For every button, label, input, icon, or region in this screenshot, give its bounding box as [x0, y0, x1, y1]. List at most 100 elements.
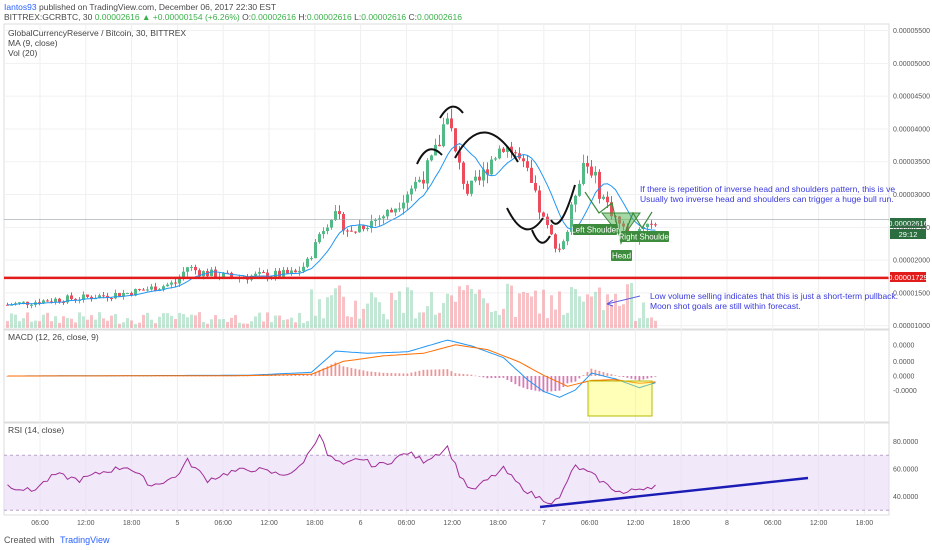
volume-bar — [538, 313, 541, 328]
volume-bar — [46, 312, 49, 328]
candle-body — [410, 188, 413, 195]
candle-body — [142, 289, 145, 291]
volume-bar — [626, 284, 629, 328]
candle-body — [526, 161, 529, 168]
macd-hist-bar — [454, 373, 457, 376]
macd-hist-bar — [330, 364, 333, 376]
volume-bar — [478, 289, 481, 328]
volume-bar — [198, 312, 201, 328]
created-with: Created with — [4, 535, 55, 545]
candle-body — [398, 208, 401, 210]
volume-bar — [54, 316, 57, 328]
chart-canvas[interactable]: Left Shoulder Right Shoulder Head If the… — [0, 22, 932, 530]
volume-bar — [450, 295, 453, 328]
candle-body — [510, 146, 513, 153]
right-shoulder-label: Right Shoulder — [619, 233, 672, 242]
volume-bar — [154, 323, 157, 328]
macd-hist-bar — [286, 374, 289, 376]
bottom-right-shoulder-arc — [550, 184, 576, 225]
rsi-tick-label: 80.0000 — [893, 439, 918, 446]
volume-bar — [322, 318, 325, 328]
macd-hist-bar — [458, 373, 461, 376]
macd-hist-bar — [634, 376, 637, 380]
top-head-arc — [439, 105, 464, 119]
time-tick-label: 18:00 — [489, 520, 507, 527]
macd-hist-bar — [538, 376, 541, 392]
volume-bar — [34, 320, 37, 328]
candle-body — [146, 289, 149, 291]
time-tick-label: 06:00 — [31, 520, 49, 527]
macd-hist-bar — [562, 376, 565, 387]
volume-bar — [262, 321, 265, 328]
candle-body — [334, 211, 337, 220]
candle-body — [86, 294, 89, 297]
volume-bar — [110, 315, 113, 328]
candle-body — [450, 118, 453, 129]
candle-body — [566, 231, 569, 242]
candle-body — [118, 292, 121, 297]
macd-hist-bar — [326, 366, 329, 376]
volume-bar — [246, 323, 249, 328]
volume-bar — [230, 317, 233, 328]
volume-note-line2: Moon shot goals are still within forecas… — [650, 301, 801, 311]
candle-body — [186, 267, 189, 272]
macd-hist-bar — [494, 376, 497, 379]
macd-hist-bar — [638, 376, 641, 381]
macd-tick-label: 0.0000 — [893, 342, 915, 349]
candle-body — [90, 296, 93, 300]
price-tick-label: 0.00003500 — [893, 159, 930, 166]
author-link[interactable]: Iantos93 — [4, 2, 37, 12]
macd-hist-bar — [582, 375, 585, 376]
volume-bar — [66, 318, 69, 328]
volume-bar — [122, 322, 125, 328]
volume-bar — [218, 319, 221, 328]
candle-body — [466, 183, 469, 194]
candle-body — [302, 266, 305, 271]
volume-bar — [94, 319, 97, 328]
volume-bar — [446, 293, 449, 328]
volume-bar — [550, 295, 553, 328]
tradingview-logo[interactable]: TradingView — [60, 535, 110, 545]
candle-body — [210, 269, 213, 277]
candle-body — [490, 159, 493, 175]
volume-bar — [274, 315, 277, 328]
candle-body — [150, 286, 153, 290]
candle-body — [182, 271, 185, 278]
volume-bar — [642, 302, 645, 328]
macd-tick-label: 0.0000 — [893, 359, 915, 366]
volume-bar — [186, 317, 189, 328]
macd-hist-bar — [622, 376, 625, 377]
macd-hist-bar — [618, 376, 621, 377]
volume-bar — [286, 319, 289, 328]
time-tick-label: 6 — [359, 520, 363, 527]
candle-body — [266, 272, 269, 279]
candle-body — [122, 293, 125, 297]
volume-bar — [318, 299, 321, 328]
countdown-text: 29:12 — [899, 230, 918, 239]
candle-body — [606, 196, 609, 203]
candle-body — [478, 176, 481, 181]
candle-body — [354, 231, 357, 233]
candle-body — [390, 209, 393, 213]
macd-hist-bar — [430, 369, 433, 376]
volume-bar — [554, 309, 557, 328]
macd-highlight-box — [587, 380, 653, 417]
price-tick-label: 0.00001000 — [893, 323, 930, 330]
macd-hist-bar — [310, 374, 313, 376]
candle-body — [330, 219, 333, 228]
volume-bar — [302, 322, 305, 328]
candle-body — [18, 302, 21, 304]
volume-bar — [382, 313, 385, 328]
volume-bar — [150, 319, 153, 328]
volume-bar — [278, 315, 281, 328]
rsi-tick-label: 40.0000 — [893, 494, 918, 501]
volume-bar — [634, 321, 637, 328]
macd-hist-bar — [566, 376, 569, 384]
volume-bar — [506, 283, 509, 328]
macd-hist-bar — [542, 376, 545, 393]
macd-hist-bar — [650, 376, 653, 378]
candle-body — [6, 304, 9, 306]
head-tag — [611, 250, 632, 261]
candle-body — [506, 146, 509, 152]
macd-hist-bar — [586, 371, 589, 376]
